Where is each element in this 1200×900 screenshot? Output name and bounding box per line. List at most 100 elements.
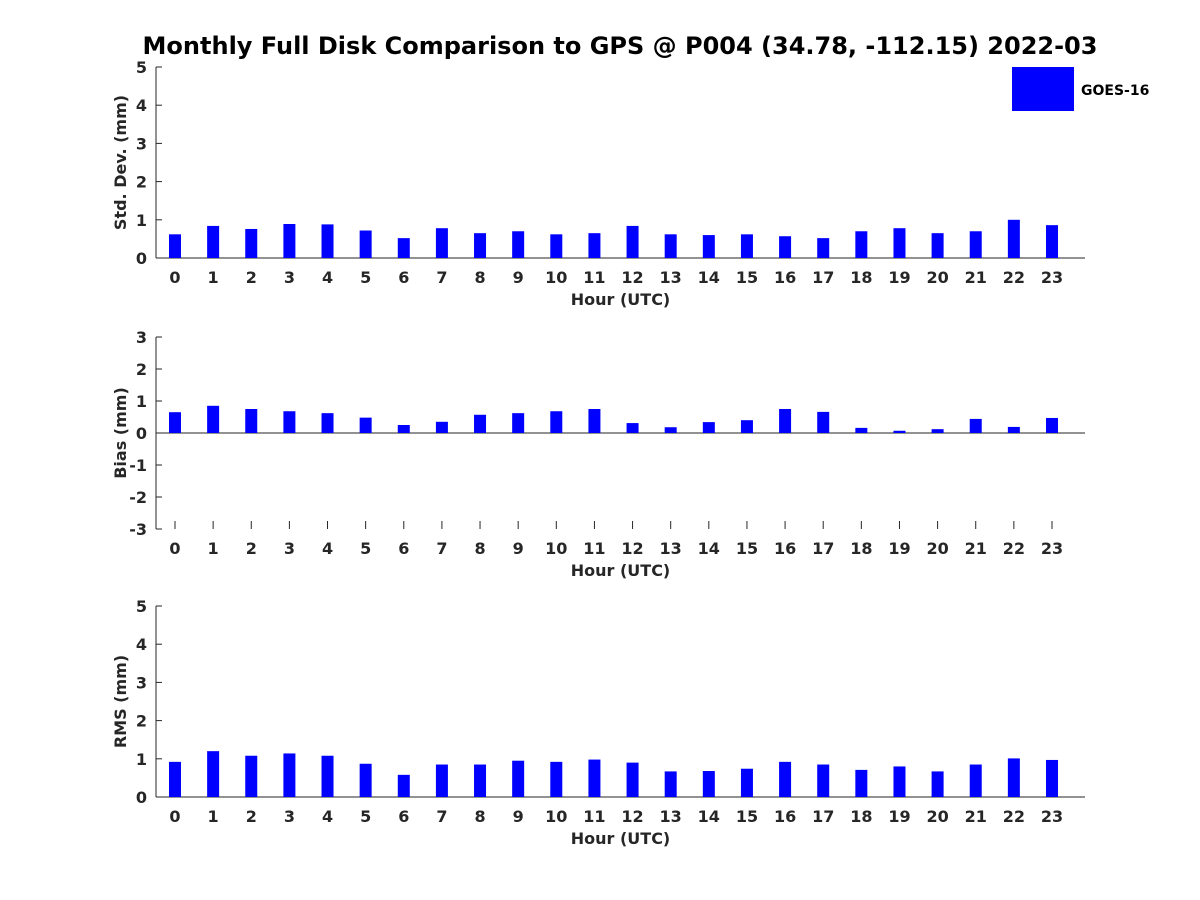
x-tick-label: 7 [436, 539, 447, 558]
bar [779, 236, 792, 258]
y-tick-label: 3 [136, 134, 147, 153]
x-tick-label: 11 [583, 807, 605, 826]
legend-swatch [1012, 67, 1074, 111]
y-tick-label: 3 [136, 328, 147, 347]
y-tick-label: -3 [129, 520, 147, 539]
y-tick-label: 2 [136, 712, 147, 731]
bar [893, 430, 906, 433]
x-tick-label: 13 [660, 539, 682, 558]
chart-title: Monthly Full Disk Comparison to GPS @ P0… [143, 32, 1098, 60]
bar [702, 235, 715, 258]
x-tick-label: 17 [812, 268, 834, 287]
x-tick-label: 0 [169, 539, 180, 558]
x-tick-label: 2 [246, 539, 257, 558]
x-tick-label: 4 [322, 807, 333, 826]
y-tick-label: 3 [136, 673, 147, 692]
x-tick-label: 20 [926, 268, 948, 287]
x-tick-label: 22 [1003, 268, 1025, 287]
x-tick-label: 3 [284, 539, 295, 558]
bar [283, 753, 296, 797]
y-tick-label: -1 [129, 456, 147, 475]
x-tick-label: 4 [322, 539, 333, 558]
bar [321, 224, 334, 258]
bar [1045, 225, 1058, 258]
x-tick-label: 19 [888, 268, 910, 287]
y-tick-label: 2 [136, 173, 147, 192]
x-tick-label: 11 [583, 539, 605, 558]
bar [740, 234, 753, 258]
x-tick-label: 8 [474, 807, 485, 826]
bar [1007, 219, 1020, 258]
bar [588, 409, 601, 433]
bar [474, 414, 487, 433]
x-tick-label: 0 [169, 807, 180, 826]
bar [512, 413, 525, 433]
x-tick-label: 22 [1003, 539, 1025, 558]
bar [397, 774, 410, 797]
bar [931, 429, 944, 433]
x-tick-label: 19 [888, 807, 910, 826]
bar [626, 225, 639, 258]
x-tick-label: 17 [812, 539, 834, 558]
x-axis-label: Hour (UTC) [571, 829, 671, 848]
bar [855, 427, 868, 433]
bar [664, 234, 677, 258]
x-tick-label: 6 [398, 268, 409, 287]
legend: GOES-16 [1012, 67, 1149, 111]
bar [702, 422, 715, 433]
x-tick-label: 16 [774, 807, 796, 826]
y-tick-label: 0 [136, 249, 147, 268]
bar [779, 761, 792, 797]
bar [817, 764, 830, 797]
bar [969, 418, 982, 433]
x-tick-label: 9 [513, 807, 524, 826]
x-tick-label: 14 [698, 268, 720, 287]
bar [550, 411, 563, 433]
y-tick-label: 4 [136, 635, 147, 654]
bar [207, 225, 220, 258]
x-tick-label: 22 [1003, 807, 1025, 826]
x-tick-label: 6 [398, 539, 409, 558]
x-tick-label: 10 [545, 807, 567, 826]
bar [435, 228, 448, 258]
x-tick-label: 5 [360, 268, 371, 287]
bar [779, 409, 792, 433]
x-tick-label: 8 [474, 268, 485, 287]
bar [512, 760, 525, 797]
x-tick-label: 10 [545, 268, 567, 287]
bar [474, 233, 487, 258]
x-tick-label: 12 [621, 807, 643, 826]
bar [664, 427, 677, 433]
x-tick-label: 21 [965, 268, 987, 287]
y-axis-label: RMS (mm) [111, 655, 130, 748]
x-tick-label: 1 [208, 539, 219, 558]
y-tick-label: 1 [136, 211, 147, 230]
bar [969, 764, 982, 797]
bar [817, 411, 830, 433]
x-tick-label: 1 [208, 268, 219, 287]
x-tick-label: 2 [246, 268, 257, 287]
y-tick-label: 1 [136, 392, 147, 411]
bar [1045, 759, 1058, 797]
x-tick-label: 3 [284, 807, 295, 826]
x-tick-label: 14 [698, 807, 720, 826]
x-tick-label: 8 [474, 539, 485, 558]
y-tick-label: 2 [136, 360, 147, 379]
bar [855, 231, 868, 258]
x-tick-label: 15 [736, 268, 758, 287]
x-tick-label: 23 [1041, 268, 1063, 287]
bar [321, 413, 334, 433]
bar [817, 238, 830, 258]
y-tick-label: -2 [129, 488, 147, 507]
x-tick-label: 6 [398, 807, 409, 826]
bar [893, 766, 906, 797]
bar [1045, 417, 1058, 433]
bar [550, 761, 563, 797]
x-tick-label: 9 [513, 539, 524, 558]
x-tick-label: 20 [926, 807, 948, 826]
bar [969, 231, 982, 258]
